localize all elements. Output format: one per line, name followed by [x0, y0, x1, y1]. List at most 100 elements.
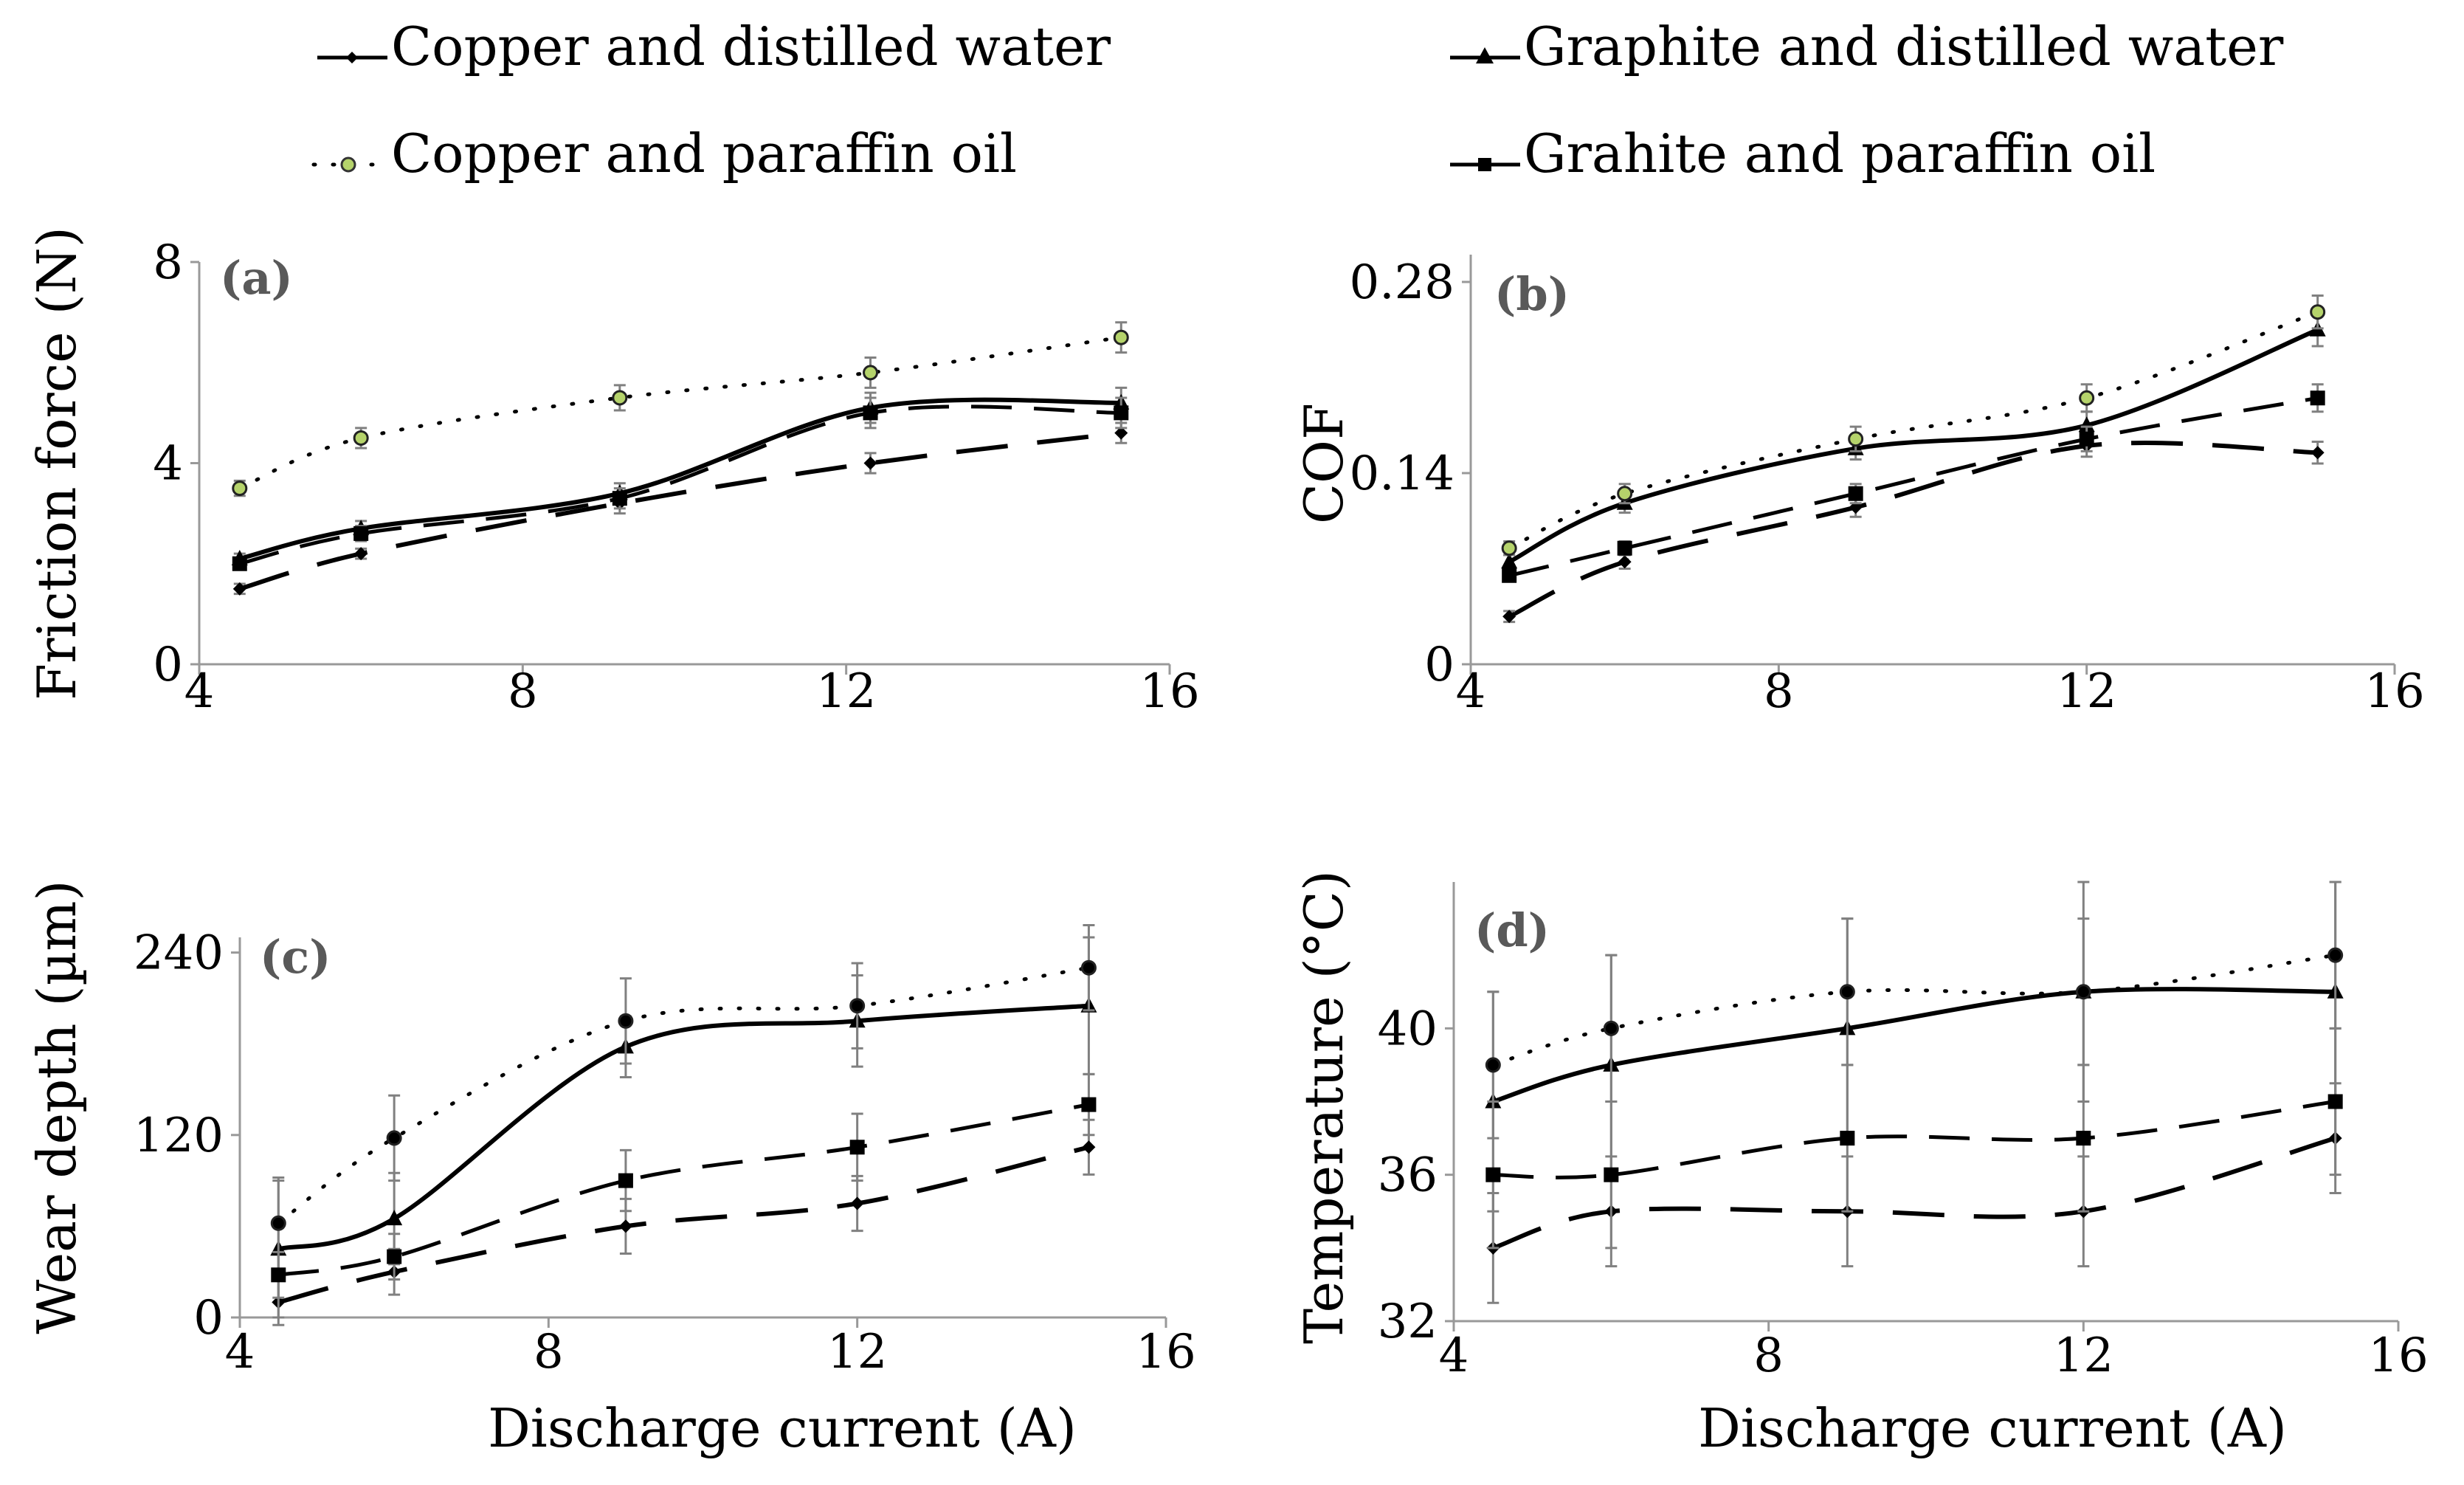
x-tick-label: 12 [816, 664, 876, 719]
legend-label-copper-distilled: Copper and distilled water [391, 15, 1111, 77]
series-line [238, 430, 1122, 591]
x-tick-label: 4 [184, 664, 215, 719]
x-tick-label: 8 [508, 664, 538, 719]
square-marker [1617, 540, 1632, 556]
circle-marker [1603, 1020, 1619, 1036]
square-marker [1604, 1167, 1619, 1182]
y-tick-label: 120 [134, 1109, 224, 1163]
circle-marker [2079, 390, 2095, 406]
y-tick-label: 36 [1378, 1148, 1438, 1203]
diamond-marker [232, 582, 246, 596]
series-line [239, 397, 1122, 561]
square-marker [618, 1173, 633, 1188]
diamond-marker [1618, 555, 1632, 569]
panel-label: (a) [220, 251, 293, 305]
y-tick-label: 8 [153, 235, 183, 290]
panel-d: 4 8 12 16 32 36 40 Temperature (°C) Discharge cu… [1293, 870, 2429, 1459]
panel-c: 4 8 12 16 0 120 240 Wear depth (µm) Discharge cu… [26, 880, 1196, 1459]
x-tick-label: 16 [1139, 664, 1199, 719]
square-marker [1840, 1131, 1855, 1146]
square-marker [353, 526, 369, 541]
legend-label-graphite-distilled: Graphite and distilled water [1524, 15, 2284, 77]
x-tick-label: 16 [1136, 1325, 1195, 1379]
square-marker [1848, 486, 1863, 501]
circle-marker [618, 1013, 634, 1029]
diamond-marker [618, 1219, 632, 1233]
square-marker [849, 1140, 865, 1155]
x-tick-label: 4 [1456, 664, 1486, 719]
panel-label: (d) [1474, 903, 1550, 957]
series-line [1508, 441, 2318, 619]
x-tick-label: 4 [1439, 1329, 1469, 1383]
circle-marker [2075, 984, 2091, 1000]
square-marker [612, 491, 627, 506]
diamond-marker [1114, 426, 1128, 440]
legend-item-graphite-distilled: Graphite and distilled water [1450, 15, 2284, 77]
circle-marker [849, 998, 866, 1014]
x-tick-label: 16 [2368, 1329, 2428, 1383]
series-line [1507, 310, 2320, 551]
square-marker [2327, 1094, 2343, 1109]
panel-label: (c) [260, 930, 331, 984]
y-axis-label: Friction force (N) [26, 227, 88, 700]
x-axis-label: Discharge current (A) [488, 1397, 1077, 1459]
diamond-marker [850, 1196, 864, 1210]
panel-label: (b) [1494, 267, 1570, 321]
x-tick-label: 8 [1764, 664, 1794, 719]
y-axis-label: Temperature (°C) [1293, 870, 1355, 1344]
legend: Copper and distilled water Graphite and … [311, 15, 2284, 185]
circle-marker [612, 390, 628, 406]
y-tick-label: 0 [1424, 638, 1454, 692]
diamond-marker [354, 547, 368, 561]
circle-marker [1839, 984, 1855, 1000]
circle-marker [863, 365, 879, 381]
x-tick-label: 8 [1753, 1329, 1784, 1383]
legend-square-icon [1478, 158, 1491, 171]
circle-marker [1848, 431, 1864, 447]
legend-label-copper-paraffin: Copper and paraffin oil [391, 123, 1017, 185]
x-tick-label: 4 [225, 1325, 255, 1379]
square-marker [387, 1249, 402, 1264]
x-tick-label: 12 [827, 1325, 887, 1379]
x-tick-label: 12 [2054, 1329, 2113, 1383]
circle-marker [353, 430, 369, 446]
square-marker [271, 1267, 286, 1283]
square-marker [232, 556, 247, 571]
legend-item-copper-paraffin: Copper and paraffin oil [311, 123, 1017, 185]
y-tick-label: 40 [1378, 1002, 1438, 1056]
y-tick-label: 0.28 [1350, 255, 1455, 310]
square-marker [2076, 1131, 2091, 1146]
series-line [238, 335, 1123, 491]
series-line [1492, 1136, 2336, 1250]
circle-marker [270, 1215, 286, 1231]
legend-label-graphite-paraffin: Grahite and paraffin oil [1524, 123, 2156, 185]
circle-marker [1501, 540, 1517, 557]
y-tick-label: 0 [193, 1291, 224, 1346]
x-tick-label: 16 [2364, 664, 2424, 719]
square-marker [2310, 390, 2325, 406]
series-line [1508, 396, 2319, 578]
diamond-marker [1082, 1140, 1096, 1154]
diamond-marker [863, 456, 877, 470]
diamond-marker [1502, 610, 1516, 624]
series-line [239, 404, 1122, 566]
circle-marker [1080, 959, 1097, 976]
circle-marker [1113, 329, 1129, 345]
series-line [276, 965, 1091, 1225]
square-marker [1502, 568, 1517, 583]
series-line [1493, 1100, 2336, 1179]
panel-b: 4 8 12 16 0 0.14 0.28 COF (b) [1293, 255, 2425, 719]
y-tick-label: 240 [134, 926, 224, 981]
circle-marker [386, 1130, 402, 1146]
series-line [1508, 328, 2319, 564]
triangle-marker [1501, 553, 1518, 569]
series-line [277, 1003, 1089, 1252]
legend-item-copper-distilled: Copper and distilled water [317, 15, 1111, 77]
y-tick-label: 0 [153, 638, 183, 692]
legend-triangle-icon [1476, 47, 1494, 63]
series-line [277, 1145, 1090, 1305]
circle-marker [2327, 947, 2344, 963]
legend-diamond-icon [346, 52, 358, 63]
